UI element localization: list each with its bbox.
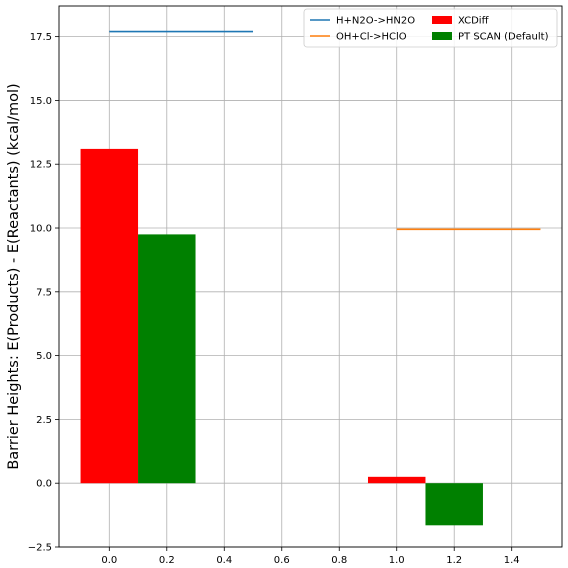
y-tick-label: 10.0 (30, 224, 52, 235)
plot-area: 0.0 0.2 0.4 0.6 0.8 1.0 1.2 1.4 −2.5 0.0 2.5 5.0 7.5… (28, 5, 563, 566)
bar-pt-scan-1 (425, 483, 483, 526)
x-tick-label: 1.0 (389, 555, 405, 566)
x-tick-label: 0.8 (331, 555, 347, 566)
y-axis-label: Barrier Heights: E(Products) - E(Reactan… (6, 83, 22, 469)
bar-xcdiff-1 (367, 476, 426, 484)
legend-label: H+N2O->HN2O (336, 16, 415, 27)
legend: H+N2O->HN2O OH+Cl->HClO XCDiff PT SCAN (Def… (303, 8, 558, 48)
y-tick-label: 7.5 (36, 287, 52, 298)
legend-label: XCDiff (458, 16, 490, 27)
axes-frame (58, 5, 563, 548)
bar-pt-scan-0 (138, 234, 196, 484)
y-tick-label: 15.0 (30, 96, 52, 107)
x-tick-label: 0.6 (274, 555, 290, 566)
y-tick-label: 2.5 (36, 415, 52, 426)
y-tick-label: 0.0 (36, 479, 52, 490)
legend-bar-swatch (432, 32, 452, 40)
y-tick-label: 17.5 (30, 32, 52, 43)
x-tick-label: 1.4 (504, 555, 520, 566)
x-tick-label: 1.2 (446, 555, 462, 566)
x-tick-label: 0.2 (159, 555, 175, 566)
legend-label: PT SCAN (Default) (458, 32, 549, 43)
y-tick-label: 12.5 (30, 160, 52, 171)
legend-bar-swatch (432, 16, 452, 24)
x-tick-label: 0.0 (101, 555, 117, 566)
y-tick-label: 5.0 (36, 351, 52, 362)
legend-label: OH+Cl->HClO (336, 32, 407, 43)
bar-xcdiff-0 (80, 148, 139, 484)
legend-box (303, 8, 558, 48)
y-tick-label: −2.5 (28, 543, 52, 554)
x-tick-label: 0.4 (216, 555, 232, 566)
